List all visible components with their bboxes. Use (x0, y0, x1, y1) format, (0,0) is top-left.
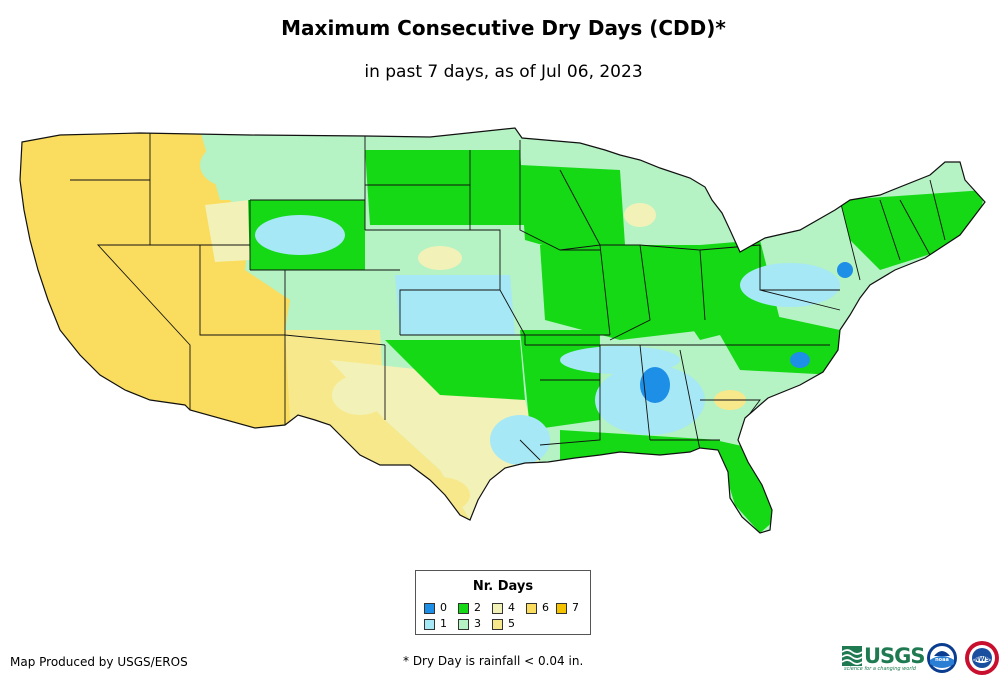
noaa-logo: noaa (927, 643, 957, 673)
cdd-region-ny-0 (837, 262, 853, 278)
legend-item-4: 4 (492, 602, 515, 614)
cdd-region-wi-4 (624, 203, 656, 227)
legend-label-6: 6 (542, 601, 549, 614)
cdd-region-idaho-3 (200, 143, 260, 187)
map-subtitle: in past 7 days, as of Jul 06, 2023 (364, 62, 643, 82)
legend-label-3: 3 (474, 617, 481, 630)
legend-label-7: 7 (572, 601, 579, 614)
map-credit: Map Produced by USGS/EROS (10, 655, 188, 669)
cdd-region-carolina-0 (790, 352, 810, 368)
legend-swatch-4 (492, 602, 503, 614)
usgs-logo: USGS science for a changing world (842, 644, 926, 672)
legend-swatch-1 (424, 618, 435, 630)
usgs-wave-icon (842, 646, 863, 666)
cdd-region-ne-1 (740, 263, 840, 307)
legend-swatch-6 (526, 602, 537, 614)
legend-label-2: 2 (474, 601, 481, 614)
map-legend: Nr. Days 0 1 2 3 4 5 6 7 (415, 570, 591, 635)
cdd-region-mt-4 (205, 200, 250, 262)
legend-title: Nr. Days (472, 579, 534, 594)
legend-item-5: 5 (492, 618, 515, 630)
legend-item-1: 1 (424, 618, 447, 630)
cdd-region-west-tx-4 (332, 375, 388, 415)
legend-item-6: 6 (526, 602, 549, 614)
usgs-tagline: science for a changing world (844, 666, 916, 672)
cdd-region-colorado-1 (255, 215, 345, 255)
nws-logo: NWS (965, 641, 999, 675)
cdd-region-south-tx-5 (410, 477, 470, 513)
agency-logos: USGS science for a changing world noaa N… (842, 640, 1002, 680)
cdd-region-upper-mw (520, 165, 625, 250)
noaa-wordmark: noaa (935, 657, 949, 663)
cdd-region-northeast (840, 190, 985, 270)
legend-item-0: 0 (424, 602, 447, 614)
legend-swatch-7 (556, 602, 567, 614)
cdd-region-oklahoma (385, 340, 525, 400)
legend-label-1: 1 (440, 617, 447, 630)
legend-swatch-3 (458, 618, 469, 630)
legend-item-3: 3 (458, 618, 481, 630)
cdd-region-kansas (395, 275, 515, 335)
nws-wordmark: NWS (974, 656, 990, 663)
legend-item-2: 2 (458, 602, 481, 614)
legend-item-7: 7 (556, 602, 579, 614)
map-title: Maximum Consecutive Dry Days (CDD)* (281, 16, 726, 40)
legend-swatch-2 (458, 602, 469, 614)
legend-swatch-0 (424, 602, 435, 614)
legend-label-4: 4 (508, 601, 515, 614)
legend-label-5: 5 (508, 617, 515, 630)
legend-label-0: 0 (440, 601, 447, 614)
cdd-region-nm-tx (285, 330, 470, 520)
cdd-region-alabama-0 (640, 367, 670, 403)
cdd-region-tennessee-1 (560, 346, 680, 374)
usgs-wordmark: USGS (864, 644, 926, 668)
cdd-region-dakotas (365, 150, 525, 225)
legend-swatch-5 (492, 618, 503, 630)
cdd-region-sd-4 (418, 246, 462, 270)
dry-day-footnote: * Dry Day is rainfall < 0.04 in. (403, 654, 584, 668)
